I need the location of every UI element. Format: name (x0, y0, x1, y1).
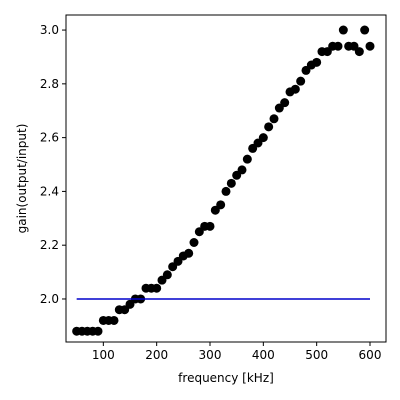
data-point (269, 114, 279, 124)
y-tick-label: 3.0 (40, 23, 59, 37)
x-tick-label: 600 (359, 348, 382, 362)
data-point (189, 238, 199, 248)
y-tick-label: 2.2 (40, 238, 59, 252)
y-tick-label: 2.6 (40, 131, 59, 145)
x-tick-label: 500 (305, 348, 328, 362)
data-point (93, 326, 103, 336)
data-point (152, 283, 162, 293)
y-axis-label: gain(output/input) (15, 124, 29, 234)
data-point (360, 25, 370, 35)
data-point (226, 178, 236, 188)
x-tick-label: 300 (199, 348, 222, 362)
data-point (184, 248, 194, 258)
data-point (258, 133, 268, 143)
y-tick-label: 2.0 (40, 292, 59, 306)
data-point (280, 98, 290, 108)
data-point (205, 221, 215, 231)
y-tick-label: 2.8 (40, 77, 59, 91)
data-point (338, 25, 348, 35)
data-point (333, 41, 343, 51)
y-tick-label: 2.4 (40, 184, 59, 198)
data-point (242, 154, 252, 164)
y-axis-ticks: 2.0 2.2 2.4 2.6 2.8 3.0 (40, 23, 66, 306)
data-point (109, 315, 119, 325)
data-point (354, 47, 364, 57)
data-point (237, 165, 247, 175)
x-tick-label: 200 (145, 348, 168, 362)
series-layer (72, 25, 375, 336)
data-point (290, 84, 300, 94)
data-point (264, 122, 274, 132)
x-axis-label: frequency [kHz] (178, 371, 274, 385)
x-tick-label: 100 (92, 348, 115, 362)
data-point (162, 270, 172, 280)
plot-frame (65, 14, 387, 343)
data-point (216, 200, 226, 210)
data-point (296, 76, 306, 86)
x-axis-ticks: 100 200 300 400 500 600 (92, 342, 382, 362)
x-tick-label: 400 (252, 348, 275, 362)
data-point (221, 186, 231, 196)
data-point (365, 41, 375, 51)
data-point (312, 57, 322, 67)
